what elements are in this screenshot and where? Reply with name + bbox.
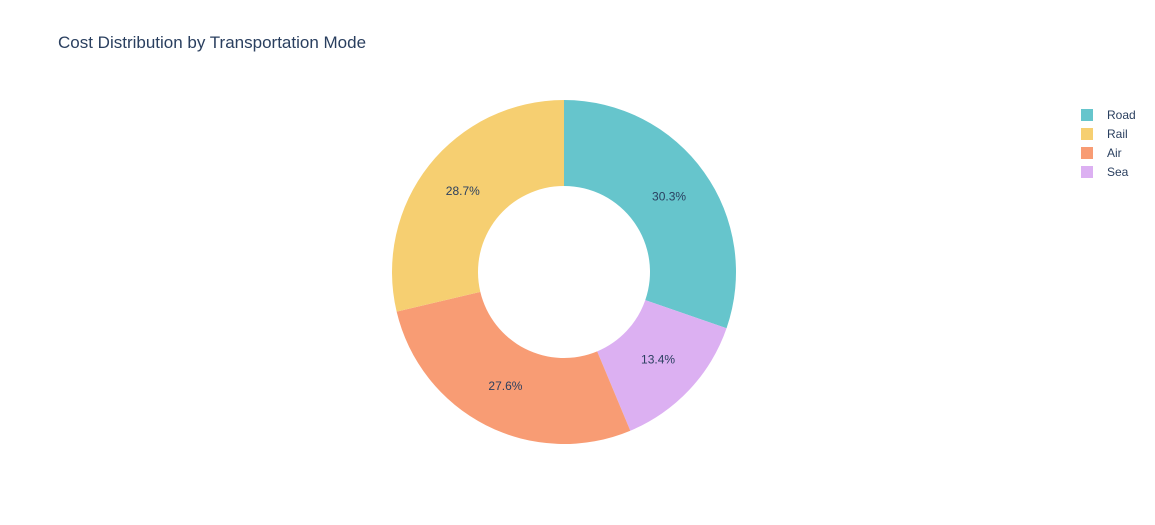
slice-sea[interactable] xyxy=(597,300,727,431)
legend-swatch xyxy=(1081,127,1093,140)
legend-swatch xyxy=(1081,165,1093,178)
legend-item-rail[interactable]: Rail xyxy=(1081,124,1136,143)
slice-label-rail: 28.7% xyxy=(446,184,480,198)
legend-item-road[interactable]: Road xyxy=(1081,105,1136,124)
slice-label-sea: 13.4% xyxy=(641,352,675,366)
legend: Road Rail Air Sea xyxy=(1081,105,1136,181)
legend-swatch xyxy=(1081,146,1093,159)
slice-label-air: 27.6% xyxy=(488,379,522,393)
slice-rail[interactable] xyxy=(391,100,564,312)
labels-layer: 30.3% 13.4% 27.6% 28.7% xyxy=(446,184,687,393)
legend-label: Road xyxy=(1107,107,1136,122)
legend-label: Sea xyxy=(1107,164,1129,179)
legend-label: Rail xyxy=(1107,126,1128,141)
slice-label-road: 30.3% xyxy=(652,189,686,203)
legend-item-air[interactable]: Air xyxy=(1081,143,1136,162)
legend-label: Air xyxy=(1107,145,1122,160)
legend-item-sea[interactable]: Sea xyxy=(1081,162,1136,181)
slice-road[interactable] xyxy=(564,100,736,329)
legend-swatch xyxy=(1081,108,1093,121)
chart-title: Cost Distribution by Transportation Mode xyxy=(58,33,367,52)
slice-air[interactable] xyxy=(396,291,631,445)
slices-layer xyxy=(391,100,736,445)
